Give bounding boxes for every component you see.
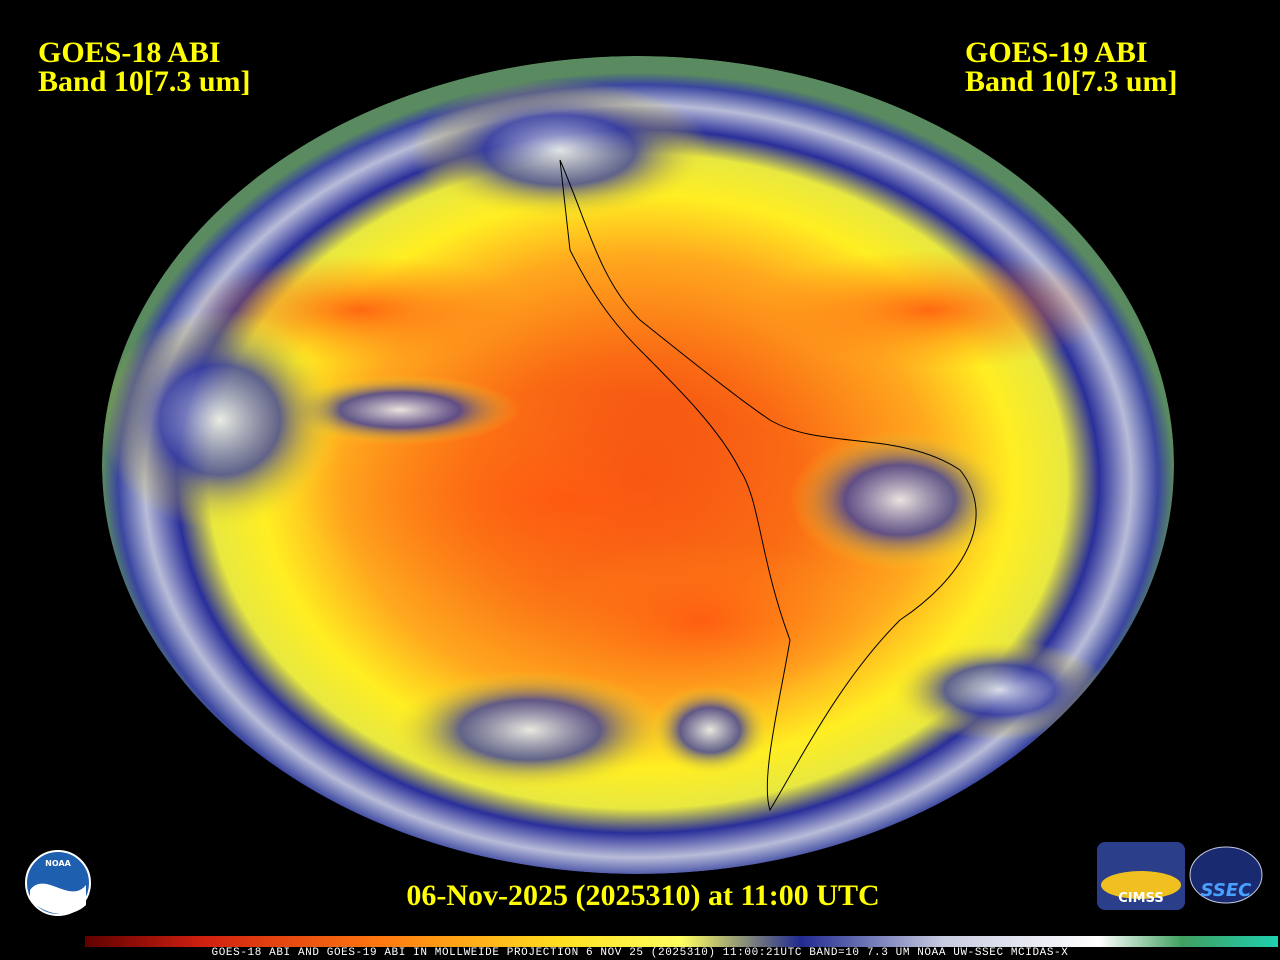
cimss-logo: CIMSS	[1097, 842, 1185, 910]
left-title: GOES-18 ABI	[38, 36, 221, 69]
noaa-label: NOAA	[45, 859, 71, 868]
cimss-label: CIMSS	[1118, 891, 1163, 906]
noaa-logo: NOAA	[25, 850, 91, 916]
ssec-logo: SSEC	[1189, 846, 1263, 904]
color-bar	[85, 936, 1278, 947]
right-title: GOES-19 ABI	[965, 36, 1148, 69]
ssec-label: SSEC	[1201, 880, 1253, 901]
left-subtitle: Band 10[7.3 um]	[38, 65, 251, 98]
right-subtitle: Band 10[7.3 um]	[965, 65, 1178, 98]
footer-caption: GOES-18 ABI AND GOES-19 ABI IN MOLLWEIDE…	[212, 947, 1069, 959]
globe	[102, 56, 1174, 874]
timestamp: 06-Nov-2025 (2025310) at 11:00 UTC	[406, 879, 879, 912]
